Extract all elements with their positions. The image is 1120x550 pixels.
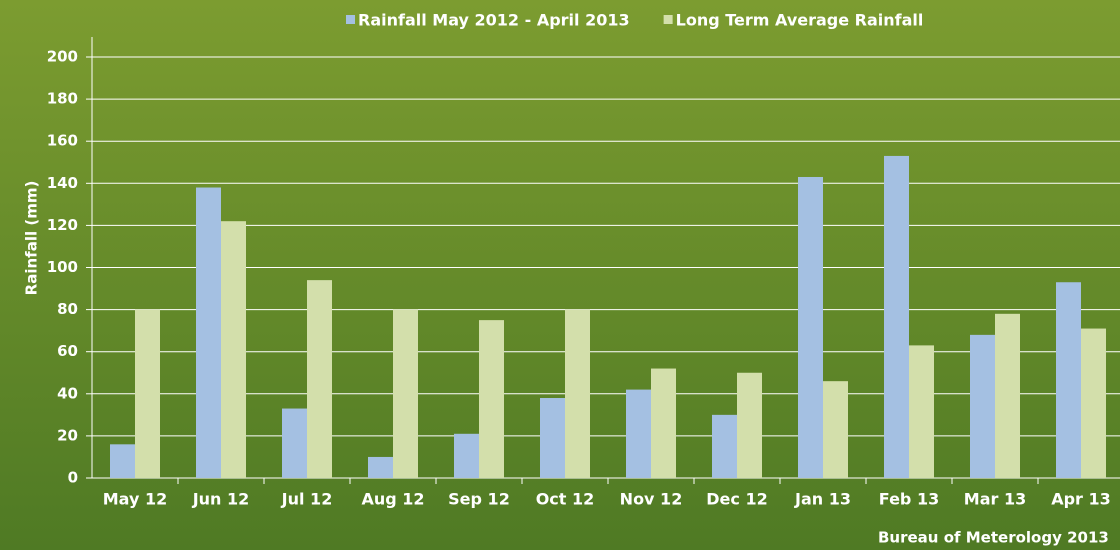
legend-label: Rainfall May 2012 - April 2013 <box>358 11 630 30</box>
source: Bureau of Meterology 2013 <box>878 529 1109 547</box>
y-tick-label: 40 <box>57 384 78 402</box>
y-tick-label: 140 <box>47 174 78 192</box>
y-axis-label: Rainfall (mm) <box>23 181 41 296</box>
bar <box>135 309 160 478</box>
bar <box>798 176 823 479</box>
bar <box>479 320 504 478</box>
bar <box>282 408 307 478</box>
bar <box>307 280 332 478</box>
bar <box>368 456 393 478</box>
x-tick-label: Apr 13 <box>1051 490 1111 509</box>
bar <box>884 155 909 478</box>
y-tick-label: 20 <box>57 426 78 444</box>
legend-swatch <box>346 15 355 24</box>
y-tick-label: 180 <box>47 90 78 108</box>
x-tick-label: Jun 12 <box>192 490 250 509</box>
y-tick-label: 0 <box>68 469 78 487</box>
bar <box>626 389 651 478</box>
bar <box>393 309 418 478</box>
bar <box>737 372 762 478</box>
y-tick-label: 80 <box>57 300 78 318</box>
bar <box>221 221 246 478</box>
bar <box>651 368 676 478</box>
x-tick-label: Nov 12 <box>620 490 683 509</box>
x-tick-label: Dec 12 <box>706 490 767 509</box>
bar <box>909 345 934 478</box>
y-tick-label: 100 <box>47 258 78 276</box>
y-tick-label: 60 <box>57 342 78 360</box>
x-tick-label: May 12 <box>103 490 168 509</box>
bar <box>1056 282 1081 478</box>
legend-label: Long Term Average Rainfall <box>676 11 924 30</box>
bar <box>540 398 565 478</box>
x-tick-label: Jul 12 <box>281 490 333 509</box>
x-tick-label: Sep 12 <box>448 490 510 509</box>
y-tick-label: 120 <box>47 216 78 234</box>
legend-swatch <box>663 15 673 24</box>
x-tick-label: Feb 13 <box>879 490 939 509</box>
bar <box>823 381 848 478</box>
y-tick-label: 160 <box>47 132 78 150</box>
x-tick-label: Jan 13 <box>794 490 851 509</box>
bar <box>970 334 995 478</box>
y-tick-label: 200 <box>47 48 78 66</box>
bar <box>712 414 737 478</box>
bar <box>995 313 1020 478</box>
bar <box>110 444 135 478</box>
bar <box>565 309 590 478</box>
x-tick-label: Oct 12 <box>536 490 595 509</box>
x-tick-label: Aug 12 <box>361 490 424 509</box>
bar <box>196 187 221 478</box>
x-tick-label: Mar 13 <box>964 490 1026 509</box>
bar <box>454 433 479 478</box>
bar <box>1081 328 1106 478</box>
